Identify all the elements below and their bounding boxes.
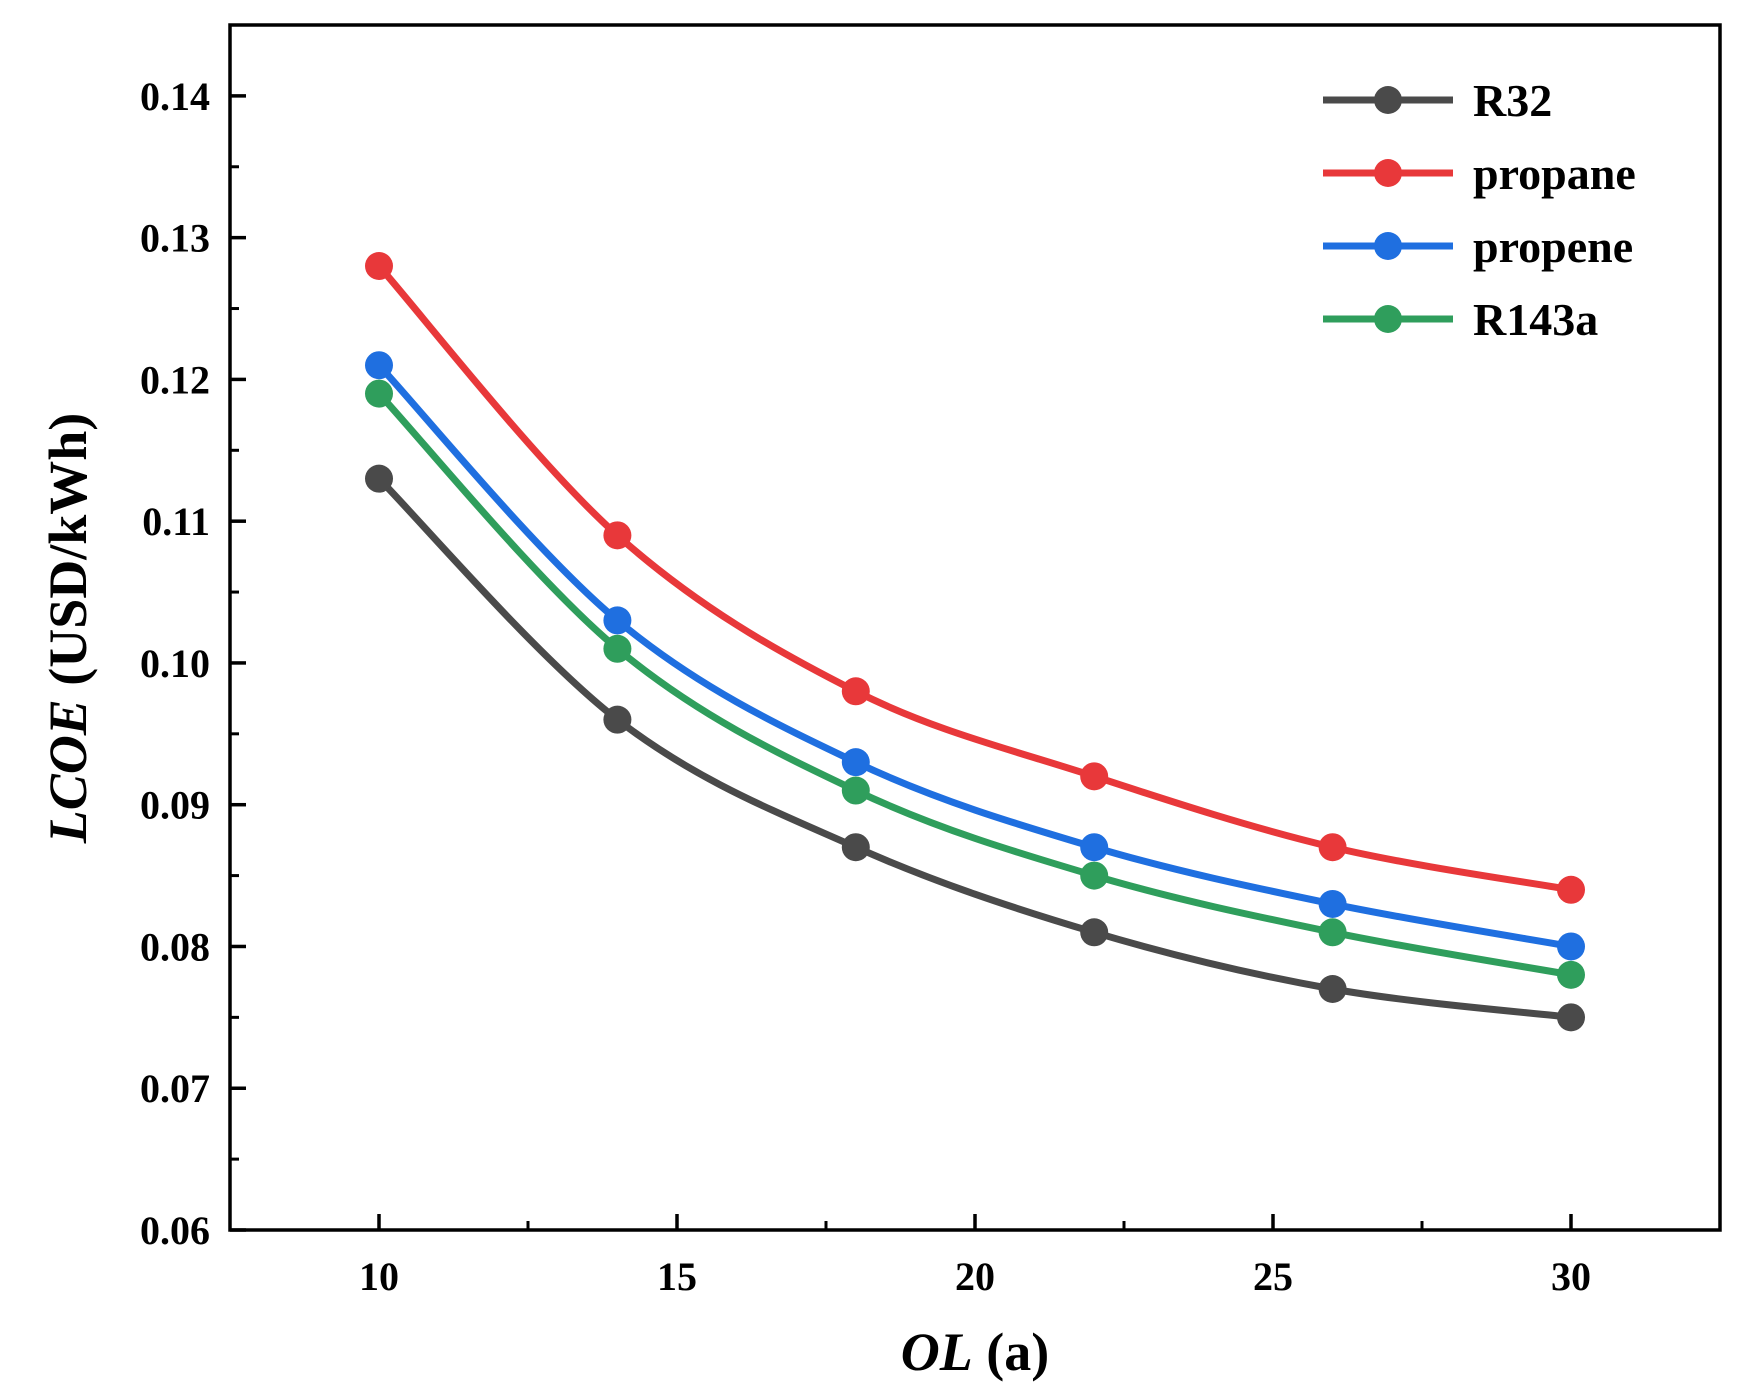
series-line-propane: [375, 262, 1575, 894]
legend-label-R32: R32: [1473, 75, 1552, 126]
y-tick-label: 0.08: [140, 924, 210, 969]
plot-area: [365, 252, 1585, 1032]
data-point-R32: [1318, 975, 1347, 1003]
legend-marker-R143a: [1374, 305, 1402, 333]
data-point-propene: [841, 748, 870, 777]
legend-label-R143a: R143a: [1473, 294, 1598, 345]
data-point-propane: [1557, 875, 1585, 904]
data-point-propane: [841, 677, 870, 706]
y-axis-title-unit: (USD/kWh): [38, 413, 98, 700]
data-point-R32: [841, 833, 870, 862]
x-tick-label: 30: [1551, 1254, 1591, 1299]
y-tick-label: 0.11: [142, 499, 210, 544]
data-point-propene: [1557, 932, 1585, 961]
x-tick-label: 10: [359, 1254, 399, 1299]
data-point-propane: [1318, 833, 1347, 862]
x-axis-title: OL (a): [901, 1322, 1049, 1382]
data-point-R32: [603, 705, 632, 734]
data-point-propane: [603, 521, 632, 550]
data-point-propene: [1318, 889, 1347, 918]
data-point-propene: [365, 351, 393, 380]
legend: R32 propane propene R143a: [1323, 75, 1636, 345]
x-axis-title-unit: (a): [973, 1322, 1049, 1382]
y-axis-title: LCOE (USD/kWh): [38, 413, 98, 845]
data-point-R143a: [1080, 861, 1109, 890]
legend-label-propane: propane: [1473, 148, 1636, 199]
y-tick-label: 0.12: [140, 357, 210, 402]
data-point-propane: [365, 252, 393, 280]
x-axis-title-italic: OL: [901, 1322, 973, 1382]
data-point-R143a: [1318, 918, 1347, 947]
y-tick-label: 0.14: [140, 74, 210, 119]
data-point-R143a: [365, 379, 393, 408]
data-point-R143a: [841, 776, 870, 805]
x-tick-label: 15: [657, 1254, 697, 1299]
y-tick-label: 0.07: [140, 1066, 210, 1111]
y-tick-label: 0.06: [140, 1208, 210, 1253]
legend-marker-R32: [1374, 86, 1402, 114]
x-tick-label: 20: [955, 1254, 995, 1299]
data-point-R32: [365, 464, 393, 493]
x-tick-label: 25: [1253, 1254, 1293, 1299]
y-tick-label: 0.09: [140, 783, 210, 828]
data-point-R32: [1080, 918, 1109, 947]
series-line-propene: [375, 361, 1575, 950]
data-point-R143a: [1557, 960, 1585, 989]
y-tick-label: 0.13: [140, 216, 210, 261]
data-point-R32: [1557, 1003, 1585, 1032]
y-axis-title-italic: LCOE: [38, 699, 98, 844]
y-tick-label: 0.10: [140, 641, 210, 686]
data-point-propene: [1080, 833, 1109, 862]
plot-frame: [228, 23, 1722, 1232]
legend-marker-propane: [1374, 159, 1402, 187]
axes: 10 15 20 25 30 0.06 0.07 0.08 0.09 0.10 0.11 0.12 0.…: [140, 74, 1591, 1299]
series-line-R32: [375, 475, 1575, 1021]
data-point-propane: [1080, 762, 1109, 791]
series-line-R143a: [375, 390, 1575, 979]
data-point-R143a: [603, 634, 632, 663]
legend-label-propene: propene: [1473, 221, 1633, 272]
legend-marker-propene: [1374, 232, 1402, 260]
data-point-propene: [603, 606, 632, 635]
